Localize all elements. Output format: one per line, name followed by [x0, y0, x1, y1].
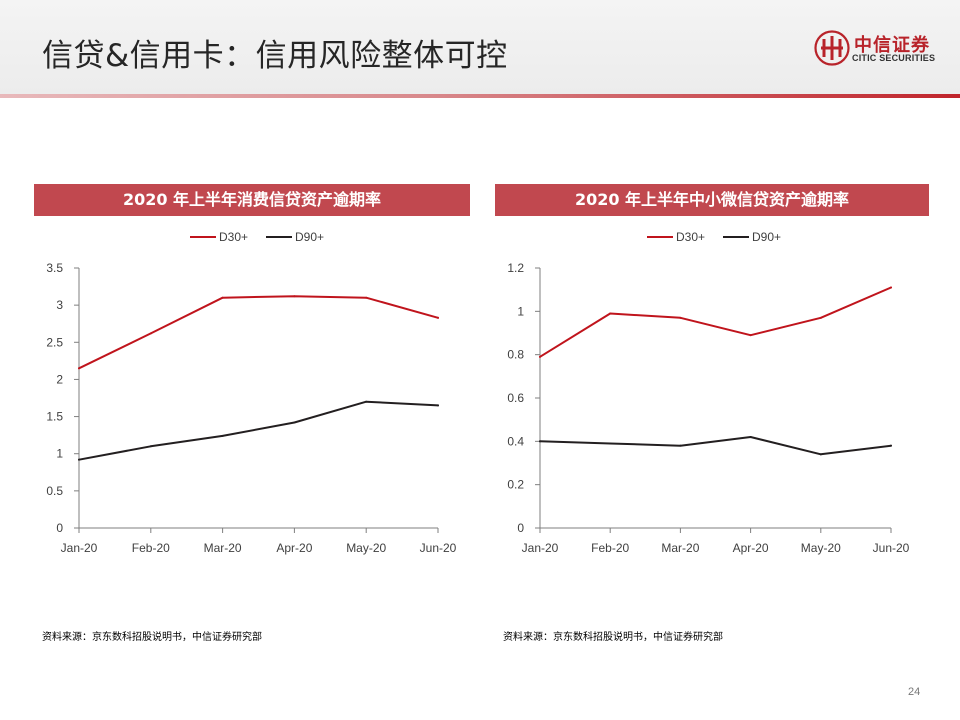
x-tick-label: Feb-20	[591, 541, 629, 555]
data-point-d30plus	[609, 312, 612, 315]
y-tick-label: 0.5	[46, 484, 63, 498]
legend-label: D90+	[752, 230, 781, 244]
data-point-d90plus	[890, 444, 892, 447]
data-point-d90plus	[293, 421, 296, 424]
y-tick-label: 1.5	[46, 410, 63, 424]
data-point-d30plus	[890, 286, 892, 289]
data-point-d90plus	[749, 436, 752, 438]
y-tick-label: 0	[517, 521, 524, 535]
data-point-d90plus	[679, 444, 682, 447]
y-tick-label: 3.5	[46, 261, 63, 275]
data-point-d30plus	[749, 334, 752, 337]
y-tick-label: 3	[56, 298, 63, 312]
series-line-d30plus	[78, 295, 439, 370]
x-tick-label: Mar-20	[204, 541, 242, 555]
chart-panel-sme-credit: 2020 年上半年中小微信贷资产逾期率 0 0.2 0.4 0.6 0.8 1 1.2 Jan…	[495, 184, 929, 654]
x-tick-label: Jun-20	[873, 541, 910, 555]
data-point-d90plus	[149, 445, 152, 448]
x-tick-label: Apr-20	[276, 541, 312, 555]
x-tick-label: Jan-20	[61, 541, 98, 555]
legend-label: D90+	[295, 230, 324, 244]
consumer-credit-delinquency-chart: 0 0.5 1 1.5 2 2.5 3 3.5 Jan-20 Feb-20 Mar-20 Apr-20…	[46, 230, 457, 555]
y-tick-label: 0.2	[507, 478, 524, 492]
data-point-d30plus	[365, 296, 368, 299]
y-tick-label: 0.8	[507, 348, 524, 362]
x-tick-label: Jan-20	[522, 541, 559, 555]
data-point-d90plus	[819, 453, 822, 456]
x-tick-label: May-20	[346, 541, 386, 555]
data-point-d90plus	[365, 400, 368, 403]
y-tick-label: 2	[56, 372, 63, 386]
data-point-d90plus	[221, 434, 224, 437]
header-bar	[0, 0, 960, 96]
data-point-d90plus	[437, 404, 439, 407]
data-point-d30plus	[819, 316, 822, 319]
sme-credit-delinquency-chart: 0 0.2 0.4 0.6 0.8 1 1.2 Jan-20 Feb-20 Mar-20 Apr-2…	[507, 230, 910, 555]
legend-label: D30+	[676, 230, 705, 244]
chart-title: 2020 年上半年中小微信贷资产逾期率	[495, 184, 929, 216]
data-point-d90plus	[609, 442, 612, 445]
data-point-d90plus	[78, 458, 80, 461]
x-tick-label: Jun-20	[420, 541, 457, 555]
data-point-d30plus	[679, 316, 682, 319]
y-tick-label: 1	[517, 304, 524, 318]
series-line-d90plus	[539, 436, 892, 456]
citic-logo: 中信证券 CITIC SECURITIES	[814, 30, 944, 66]
data-point-d30plus	[149, 332, 152, 335]
y-tick-label: 0	[56, 521, 63, 535]
page-number: 24	[908, 686, 921, 698]
source-note: 资料来源：京东数科招股说明书，中信证券研究部	[42, 632, 262, 643]
data-point-d30plus	[293, 295, 296, 298]
source-note: 资料来源：京东数科招股说明书，中信证券研究部	[503, 632, 723, 643]
data-point-d30plus	[78, 367, 80, 370]
series-line-d30plus	[539, 286, 892, 358]
page-title: 信贷&信用卡：信用风险整体可控	[42, 38, 508, 74]
x-tick-label: May-20	[801, 541, 841, 555]
data-point-d30plus	[437, 316, 439, 319]
chart-panel-consumer-credit: 2020 年上半年消费信贷资产逾期率 0 0.5 1 1.5 2 2.5 3 3.5 Jan-2…	[34, 184, 470, 654]
data-point-d30plus	[539, 355, 541, 358]
series-line-d90plus	[78, 400, 439, 461]
y-tick-label: 1.2	[507, 261, 524, 275]
x-tick-label: Feb-20	[132, 541, 170, 555]
header-divider	[0, 94, 960, 98]
citic-emblem-icon	[814, 30, 850, 66]
chart-title: 2020 年上半年消费信贷资产逾期率	[34, 184, 470, 216]
logo-chinese-name: 中信证券	[854, 35, 930, 56]
legend-label: D30+	[219, 230, 248, 244]
y-tick-label: 0.4	[507, 434, 524, 448]
y-tick-label: 0.6	[507, 391, 524, 405]
data-point-d30plus	[221, 296, 224, 299]
x-tick-label: Mar-20	[661, 541, 699, 555]
y-tick-label: 1	[56, 447, 63, 461]
data-point-d90plus	[539, 440, 541, 443]
y-tick-label: 2.5	[46, 335, 63, 349]
x-tick-label: Apr-20	[733, 541, 769, 555]
logo-english-name: CITIC SECURITIES	[852, 53, 936, 63]
